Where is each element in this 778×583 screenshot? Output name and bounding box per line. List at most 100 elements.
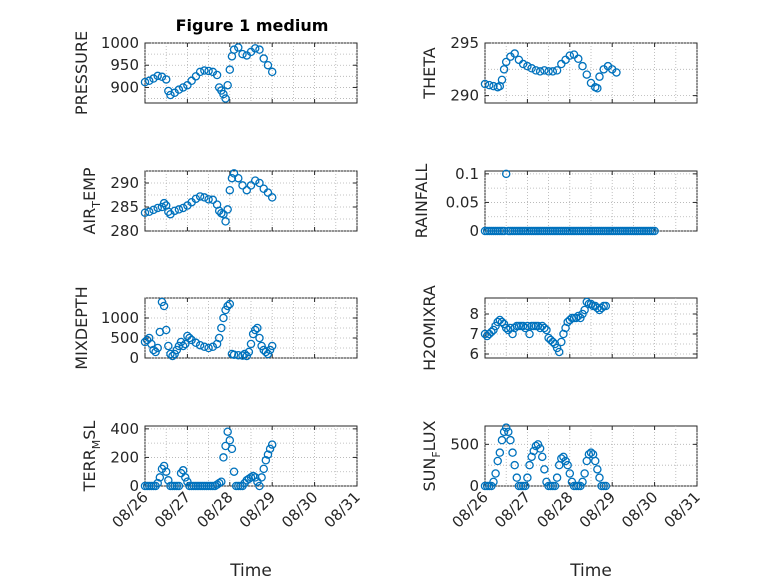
data-point (497, 435, 507, 445)
data-point (200, 66, 209, 75)
axes-mixdepth: 0 500 1000 MIXDEPTH (72, 286, 358, 370)
y-tick-label: 0.05 (446, 193, 479, 211)
data-point (225, 65, 235, 74)
y-axis-label: H2OMIXRA (420, 285, 439, 371)
data-point (223, 205, 232, 214)
y-tick-label: 1000 (101, 309, 139, 327)
data-point (535, 67, 545, 76)
data-point (229, 45, 239, 54)
y-tick-label: 0 (469, 222, 479, 240)
y-tick-label: 200 (110, 448, 139, 466)
data-point (487, 327, 496, 337)
data-point (489, 325, 498, 335)
data-point (159, 301, 169, 311)
data-point (191, 338, 201, 348)
data-point (181, 473, 190, 482)
data-point (223, 301, 232, 311)
data-point (257, 473, 266, 482)
data-point (527, 64, 536, 73)
data-point (501, 57, 511, 67)
data-point (265, 444, 275, 454)
data-point (164, 207, 173, 217)
data-point (552, 473, 562, 482)
data-point (219, 453, 228, 462)
data-point (540, 323, 549, 333)
series-terrmsl (140, 427, 277, 491)
data-point (525, 329, 534, 339)
data-point (525, 460, 534, 470)
data-point (593, 465, 602, 474)
data-point (601, 301, 611, 311)
series-mixdepth (140, 297, 277, 361)
data-point (255, 178, 264, 188)
data-point (582, 70, 592, 79)
data-point (242, 351, 252, 361)
data-point (240, 349, 249, 359)
data-point (540, 66, 549, 75)
data-point (593, 84, 602, 93)
y-axis-label: THETA (420, 47, 439, 99)
x-tick-label: 08/30 (618, 488, 661, 531)
data-point (491, 469, 500, 478)
data-point (508, 448, 517, 457)
data-point (149, 345, 158, 355)
y-axis-label: SUNFLUX (420, 420, 443, 491)
data-point (578, 477, 587, 487)
data-point (187, 335, 196, 345)
data-point (153, 343, 162, 353)
y-tick-label: 285 (110, 198, 139, 216)
data-point (574, 311, 583, 321)
data-point (140, 208, 150, 218)
y-tick-label: 1000 (101, 34, 139, 52)
data-point (153, 71, 162, 81)
data-point (210, 481, 220, 491)
data-point (195, 192, 205, 201)
data-point (263, 188, 273, 197)
data-point (250, 325, 260, 335)
data-point (191, 194, 201, 204)
data-point (183, 477, 192, 486)
data-point (161, 467, 171, 476)
x-tick-label: 08/31 (321, 488, 364, 531)
data-point (504, 427, 513, 437)
y-tick-label: 0 (129, 349, 139, 367)
data-point (561, 456, 570, 466)
data-point (582, 297, 592, 307)
data-point (489, 81, 498, 91)
data-point (484, 80, 494, 90)
data-point (499, 226, 509, 236)
series-theta (480, 49, 621, 93)
data-point (265, 345, 275, 355)
data-point (149, 74, 158, 83)
data-point (174, 205, 184, 214)
data-point (557, 337, 566, 347)
data-point (219, 89, 228, 99)
data-point (493, 456, 502, 466)
data-point (578, 309, 587, 319)
data-point (174, 85, 184, 94)
data-point (234, 173, 243, 183)
data-point (242, 185, 252, 195)
data-point (267, 193, 277, 202)
data-point (267, 67, 277, 77)
y-axis-label: TERRMSL (80, 421, 103, 493)
data-point (248, 471, 258, 481)
data-point (214, 478, 224, 488)
series-h2omixra (480, 297, 611, 357)
data-point (542, 325, 551, 335)
data-point (200, 193, 209, 202)
data-point (221, 305, 230, 315)
data-point (164, 476, 173, 485)
data-point (153, 478, 162, 488)
grid-mixdepth (144, 297, 358, 359)
y-tick-label: 500 (110, 329, 139, 347)
data-point (597, 303, 606, 313)
data-point (229, 467, 239, 476)
data-point (238, 351, 247, 360)
data-point (161, 325, 171, 335)
y-tick-label: 8 (469, 305, 479, 323)
data-point (227, 173, 237, 183)
x-tick-label: 08/31 (661, 488, 704, 531)
data-point (569, 50, 579, 59)
